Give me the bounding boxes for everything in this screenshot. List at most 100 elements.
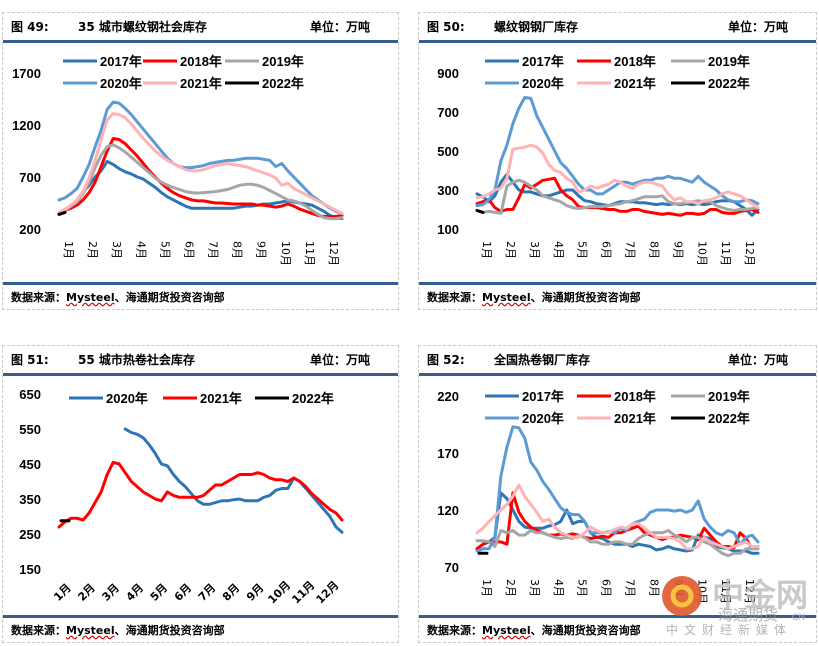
figure-number: 图 51:	[11, 353, 49, 367]
figure-51-panel: 图 51: 55 城市热卷社会库存 单位：万吨 150 250 350 450 550 6…	[2, 345, 399, 643]
data-source: 数据来源：Mysteel、海通期货投资咨询部	[427, 622, 641, 638]
figure-number: 图 52:	[427, 353, 465, 367]
figure-number: 图 50:	[427, 20, 465, 34]
source-suffix: 、海通期货投资咨询部	[114, 291, 225, 304]
x-tick-label: 5月	[576, 241, 589, 259]
x-tick-label: 3月	[528, 241, 541, 259]
legend-label: 2017年	[100, 54, 142, 69]
figure-footer: 数据来源：Mysteel、海通期货投资咨询部	[419, 615, 816, 642]
figure-title: 55 城市热卷社会库存	[78, 353, 195, 367]
unit-label: 单位：万吨	[309, 353, 370, 367]
series-line-2018	[475, 491, 760, 551]
legend-label: 2018年	[614, 54, 656, 69]
series-line-2020	[475, 95, 760, 208]
chart-49: 200 700 1200 1700 1月 2月 3月 4月 5月 6月 7月 8月 9月 10月 11月 12…	[12, 54, 344, 266]
data-source: 数据来源：Mysteel、海通期货投资咨询部	[11, 289, 225, 305]
y-tick-label: 120	[437, 503, 459, 518]
x-tick-label: 5月	[158, 241, 171, 259]
legend-label: 2018年	[614, 389, 656, 404]
x-tick-label: 8月	[220, 581, 242, 603]
x-tick-label: 1月	[51, 581, 73, 603]
y-tick-label: 550	[19, 422, 41, 437]
x-tick-label: 4月	[552, 579, 565, 597]
y-tick-label: 150	[19, 562, 41, 577]
legend-label: 2020年	[106, 391, 148, 406]
x-tick-label: 7月	[196, 581, 218, 603]
legend-label: 2017年	[522, 54, 564, 69]
x-tick-label: 8月	[231, 241, 244, 259]
unit-label: 单位：万吨	[727, 353, 788, 367]
x-tick-label: 11月	[719, 579, 732, 604]
legend-label: 2020年	[100, 76, 142, 91]
y-tick-label: 1700	[12, 66, 41, 81]
y-tick-label: 170	[437, 446, 459, 461]
x-tick-label: 4月	[552, 241, 565, 259]
x-tick-label: 3月	[528, 579, 541, 597]
x-tick-label: 2月	[86, 241, 99, 259]
data-source: 数据来源：Mysteel、海通期货投资咨询部	[427, 289, 641, 305]
source-prefix: 数据来源：	[11, 291, 66, 304]
legend-label: 2020年	[522, 76, 564, 91]
legend-label: 2022年	[262, 76, 304, 91]
source-suffix: 、海通期货投资咨询部	[114, 624, 225, 637]
y-tick-label: 500	[437, 144, 459, 159]
x-tick-label: 3月	[110, 241, 123, 259]
series-line-2020	[475, 425, 760, 553]
figure-49-panel: 图 49: 35 城市螺纹钢社会库存 单位：万吨 200 700 1200 1700 1…	[2, 12, 399, 310]
series-line-2021	[57, 460, 344, 529]
y-tick-label: 250	[19, 527, 41, 542]
series-line-2017	[475, 491, 760, 555]
source-brand: Mysteel	[482, 291, 531, 304]
chart-52: 70 120 170 220 1月 2月 3月 4月 5月 6月 7月 8月 9月 10月 11月 12月 20…	[437, 389, 760, 604]
y-tick-label: 650	[19, 387, 41, 402]
x-tick-label: 11月	[289, 579, 317, 607]
series-line-2020	[57, 100, 344, 215]
source-prefix: 数据来源：	[11, 624, 66, 637]
series-line-2018	[57, 137, 344, 218]
legend-label: 2018年	[180, 54, 222, 69]
series-line-2022	[57, 210, 67, 216]
x-tick-label: 7月	[624, 579, 637, 597]
series-line-2018	[475, 176, 760, 217]
legend-label: 2019年	[708, 389, 750, 404]
series-line-2021	[475, 143, 760, 210]
source-prefix: 数据来源：	[427, 624, 482, 637]
x-tick-label: 1月	[480, 241, 493, 259]
series-line-2021	[57, 112, 344, 215]
x-tick-label: 1月	[62, 241, 75, 259]
series-line-2020	[123, 427, 344, 534]
figure-header: 图 52: 全国热卷钢厂库存 单位：万吨	[419, 346, 816, 376]
unit-label: 单位：万吨	[727, 20, 788, 34]
y-tick-label: 300	[437, 183, 459, 198]
x-tick-label: 11月	[719, 241, 732, 266]
x-tick-label: 5月	[148, 581, 170, 603]
y-tick-label: 900	[437, 66, 459, 81]
series-line-2022	[475, 209, 485, 214]
unit-label: 单位：万吨	[309, 20, 370, 34]
figure-header: 图 49: 35 城市螺纹钢社会库存 单位：万吨	[3, 13, 398, 43]
x-tick-label: 10月	[279, 241, 292, 266]
legend-label: 2022年	[292, 391, 334, 406]
x-tick-label: 6月	[182, 241, 195, 259]
y-tick-label: 700	[19, 170, 41, 185]
x-tick-label: 2月	[504, 241, 517, 259]
x-tick-label: 10月	[695, 579, 708, 604]
figure-footer: 数据来源：Mysteel、海通期货投资咨询部	[3, 282, 398, 309]
x-tick-label: 8月	[647, 579, 660, 597]
x-tick-label: 10月	[265, 579, 293, 607]
x-tick-label: 8月	[647, 241, 660, 259]
source-suffix: 、海通期货投资咨询部	[530, 291, 641, 304]
x-tick-label: 2月	[75, 581, 97, 603]
series-line-2019	[475, 178, 760, 215]
figure-footer: 数据来源：Mysteel、海通期货投资咨询部	[3, 615, 398, 642]
figure-number: 图 49:	[11, 20, 49, 34]
y-tick-label: 350	[19, 492, 41, 507]
x-tick-label: 4月	[124, 581, 146, 603]
legend-label: 2020年	[522, 411, 564, 426]
legend-label: 2021年	[614, 411, 656, 426]
y-tick-label: 220	[437, 389, 459, 404]
legend-label: 2021年	[180, 76, 222, 91]
source-brand: Mysteel	[482, 624, 531, 637]
figure-50-panel: 图 50: 螺纹钢钢厂库存 单位：万吨 100 300 500 700 900 1月 2月 3…	[418, 12, 817, 310]
y-tick-label: 100	[437, 222, 459, 237]
